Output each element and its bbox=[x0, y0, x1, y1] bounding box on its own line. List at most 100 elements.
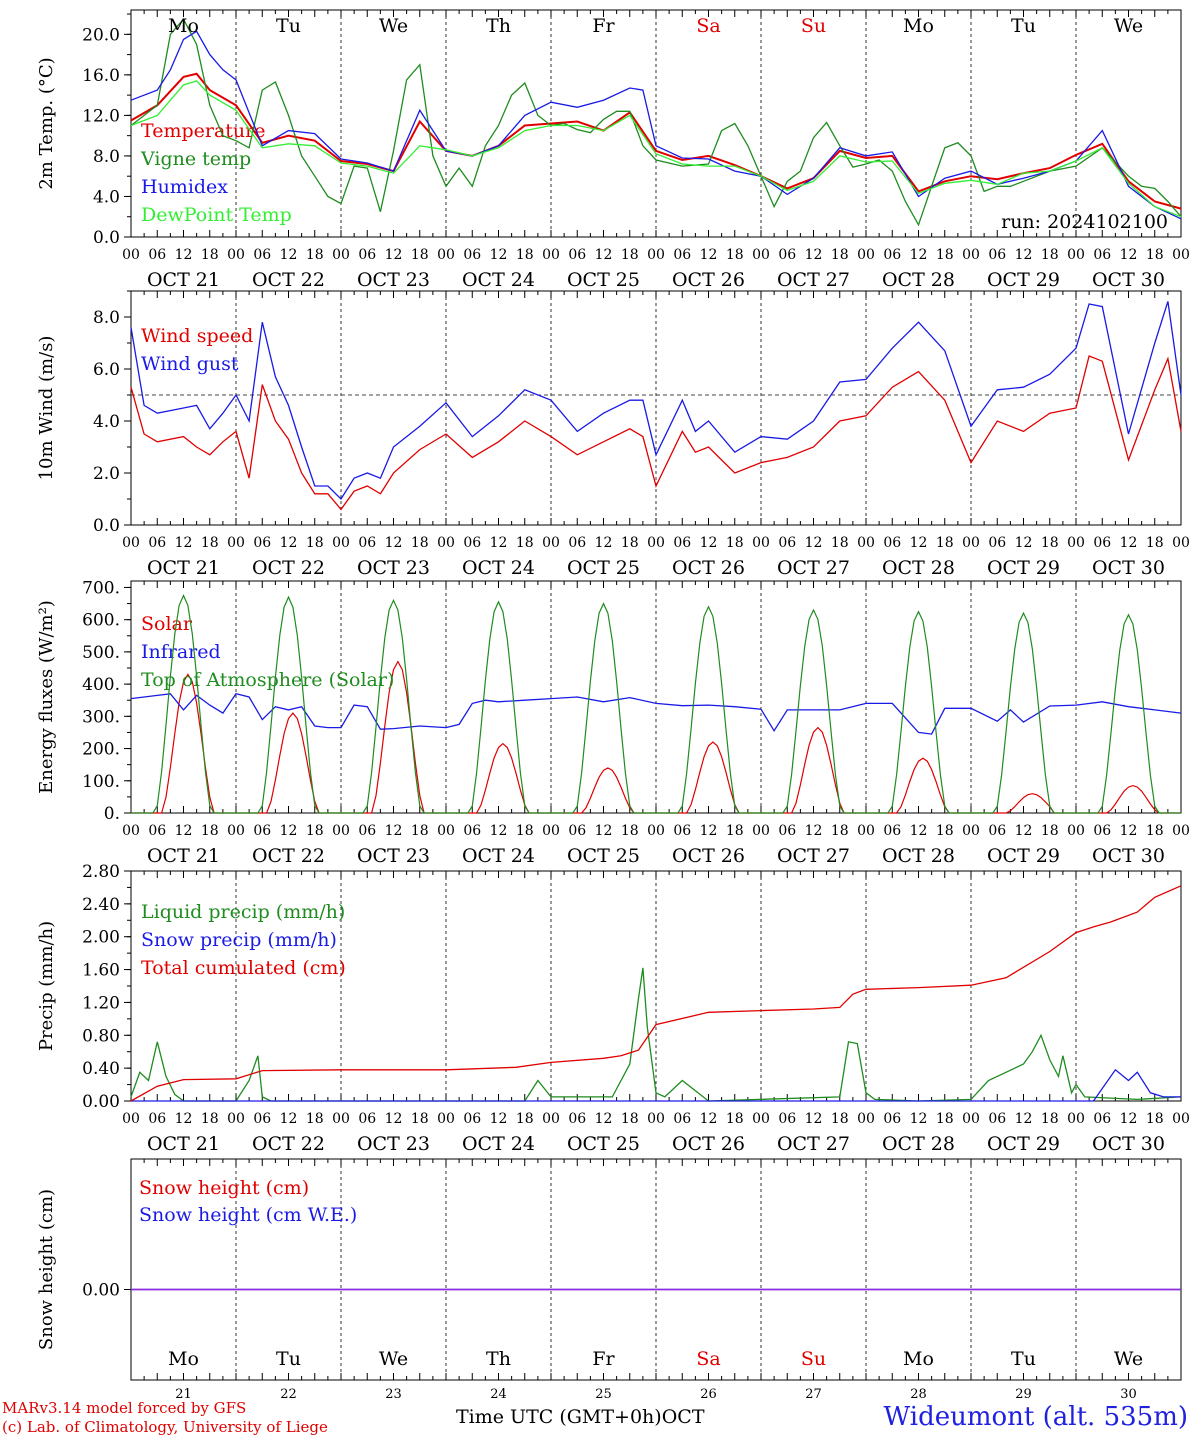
hour-tick-label: 12 bbox=[700, 1111, 718, 1127]
hour-tick-label: 00 bbox=[857, 823, 875, 839]
hour-tick-label: 06 bbox=[778, 247, 796, 263]
hour-tick-label: 18 bbox=[201, 535, 219, 551]
weekday-label: Th bbox=[486, 15, 511, 37]
hour-tick-label: 18 bbox=[1041, 535, 1059, 551]
hour-tick-label: 06 bbox=[148, 247, 166, 263]
y-tick-label: 4.0 bbox=[93, 412, 120, 432]
date-label: OCT 21 bbox=[147, 269, 220, 291]
day-number-label: 26 bbox=[700, 1387, 717, 1402]
y-tick-label: 6.0 bbox=[93, 360, 120, 380]
hour-tick-label: 18 bbox=[1146, 247, 1164, 263]
hour-tick-label: 06 bbox=[778, 1111, 796, 1127]
weekday-label: We bbox=[379, 1348, 408, 1370]
hour-tick-label: 06 bbox=[253, 1111, 271, 1127]
hour-tick-label: 18 bbox=[516, 247, 534, 263]
hour-tick-label: 06 bbox=[463, 535, 481, 551]
hour-tick-label: 00 bbox=[437, 823, 455, 839]
hour-tick-label: 06 bbox=[778, 535, 796, 551]
hour-tick-label: 18 bbox=[411, 823, 429, 839]
hour-tick-label: 18 bbox=[936, 247, 954, 263]
y-tick-label: 0.00 bbox=[82, 1092, 120, 1112]
day-number-label: 25 bbox=[595, 1387, 612, 1402]
hour-tick-label: 00 bbox=[332, 247, 350, 263]
y-tick-label: 300. bbox=[82, 707, 120, 727]
hour-tick-label: 06 bbox=[253, 823, 271, 839]
hour-tick-label: 12 bbox=[490, 535, 508, 551]
station-name: Wideumont (alt. 535m) bbox=[883, 1402, 1188, 1432]
date-label: OCT 26 bbox=[672, 845, 745, 867]
date-label: OCT 22 bbox=[252, 1133, 325, 1155]
hour-tick-label: 00 bbox=[437, 1111, 455, 1127]
date-label: OCT 27 bbox=[777, 269, 850, 291]
weekday-label: Su bbox=[801, 1348, 826, 1370]
weekday-label: Mo bbox=[168, 15, 199, 37]
hour-tick-label: 18 bbox=[621, 823, 639, 839]
hour-tick-label: 12 bbox=[1015, 823, 1033, 839]
hour-tick-label: 18 bbox=[1146, 535, 1164, 551]
hour-tick-label: 00 bbox=[1067, 535, 1085, 551]
hour-tick-label: 18 bbox=[201, 1111, 219, 1127]
hour-tick-label: 12 bbox=[490, 823, 508, 839]
time-axis-title: Time UTC (GMT+0h)OCT bbox=[456, 1406, 705, 1428]
hour-tick-label: 06 bbox=[358, 823, 376, 839]
date-label: OCT 22 bbox=[252, 845, 325, 867]
hour-tick-label: 00 bbox=[962, 1111, 980, 1127]
y-axis-label: Energy fluxes (W/m²) bbox=[36, 600, 57, 794]
hour-tick-label: 06 bbox=[568, 247, 586, 263]
hour-tick-label: 06 bbox=[673, 1111, 691, 1127]
hour-tick-label: 00 bbox=[542, 247, 560, 263]
y-tick-label: 400. bbox=[82, 675, 120, 695]
y-tick-label: 200. bbox=[82, 740, 120, 760]
y-tick-label: 12.0 bbox=[82, 106, 120, 126]
panel-3: 00 06 12 18 00 06 12 18 00 06 12 18 00 06 12 18 00 06 12 18… bbox=[36, 578, 1190, 867]
hour-tick-label: 00 bbox=[1067, 247, 1085, 263]
date-label: OCT 29 bbox=[987, 845, 1060, 867]
hour-tick-label: 18 bbox=[306, 535, 324, 551]
hour-tick-label: 18 bbox=[726, 535, 744, 551]
date-label: OCT 21 bbox=[147, 845, 220, 867]
hour-tick-label: 00 bbox=[647, 823, 665, 839]
hour-tick-label: 12 bbox=[805, 535, 823, 551]
weekday-label: Fr bbox=[592, 15, 615, 37]
hour-tick-label: 06 bbox=[883, 535, 901, 551]
y-tick-label: 20.0 bbox=[82, 25, 120, 45]
hour-tick-label: 18 bbox=[1146, 823, 1164, 839]
hour-tick-label: 12 bbox=[595, 247, 613, 263]
hour-tick-label: 12 bbox=[280, 1111, 298, 1127]
legend-entry: Top of Atmosphere (Solar) bbox=[141, 669, 394, 691]
series-line-green bbox=[131, 594, 1181, 814]
hour-tick-label: 18 bbox=[726, 247, 744, 263]
weekday-label: Tu bbox=[276, 15, 301, 37]
hour-tick-label: 00 bbox=[227, 535, 245, 551]
y-tick-label: 0.00 bbox=[82, 1281, 120, 1301]
hour-tick-label: 00 bbox=[1172, 247, 1190, 263]
hour-tick-label: 00 bbox=[122, 823, 140, 839]
hour-tick-label: 06 bbox=[1093, 1111, 1111, 1127]
day-number-label: 22 bbox=[280, 1387, 297, 1402]
hour-tick-label: 00 bbox=[1067, 1111, 1085, 1127]
date-label: OCT 21 bbox=[147, 557, 220, 579]
hour-tick-label: 06 bbox=[253, 535, 271, 551]
y-axis-label: Precip (mm/h) bbox=[36, 921, 57, 1051]
hour-tick-label: 06 bbox=[358, 535, 376, 551]
hour-tick-label: 06 bbox=[1093, 247, 1111, 263]
hour-tick-label: 06 bbox=[1093, 535, 1111, 551]
hour-tick-label: 12 bbox=[280, 247, 298, 263]
hour-tick-label: 12 bbox=[490, 1111, 508, 1127]
hour-tick-label: 12 bbox=[175, 247, 193, 263]
hour-tick-label: 12 bbox=[175, 823, 193, 839]
y-tick-label: 0.80 bbox=[82, 1026, 120, 1046]
series-line-green bbox=[130, 967, 1182, 1102]
date-label: OCT 28 bbox=[882, 1133, 955, 1155]
hour-tick-label: 06 bbox=[883, 247, 901, 263]
series-line-blue bbox=[130, 693, 1182, 735]
hour-tick-label: 00 bbox=[857, 535, 875, 551]
y-tick-label: 2.40 bbox=[82, 895, 120, 915]
hour-tick-label: 12 bbox=[490, 247, 508, 263]
series-line-red bbox=[130, 72, 1182, 210]
y-tick-label: 500. bbox=[82, 643, 120, 663]
hour-tick-label: 00 bbox=[542, 1111, 560, 1127]
hour-tick-label: 12 bbox=[700, 247, 718, 263]
hour-tick-label: 12 bbox=[910, 535, 928, 551]
